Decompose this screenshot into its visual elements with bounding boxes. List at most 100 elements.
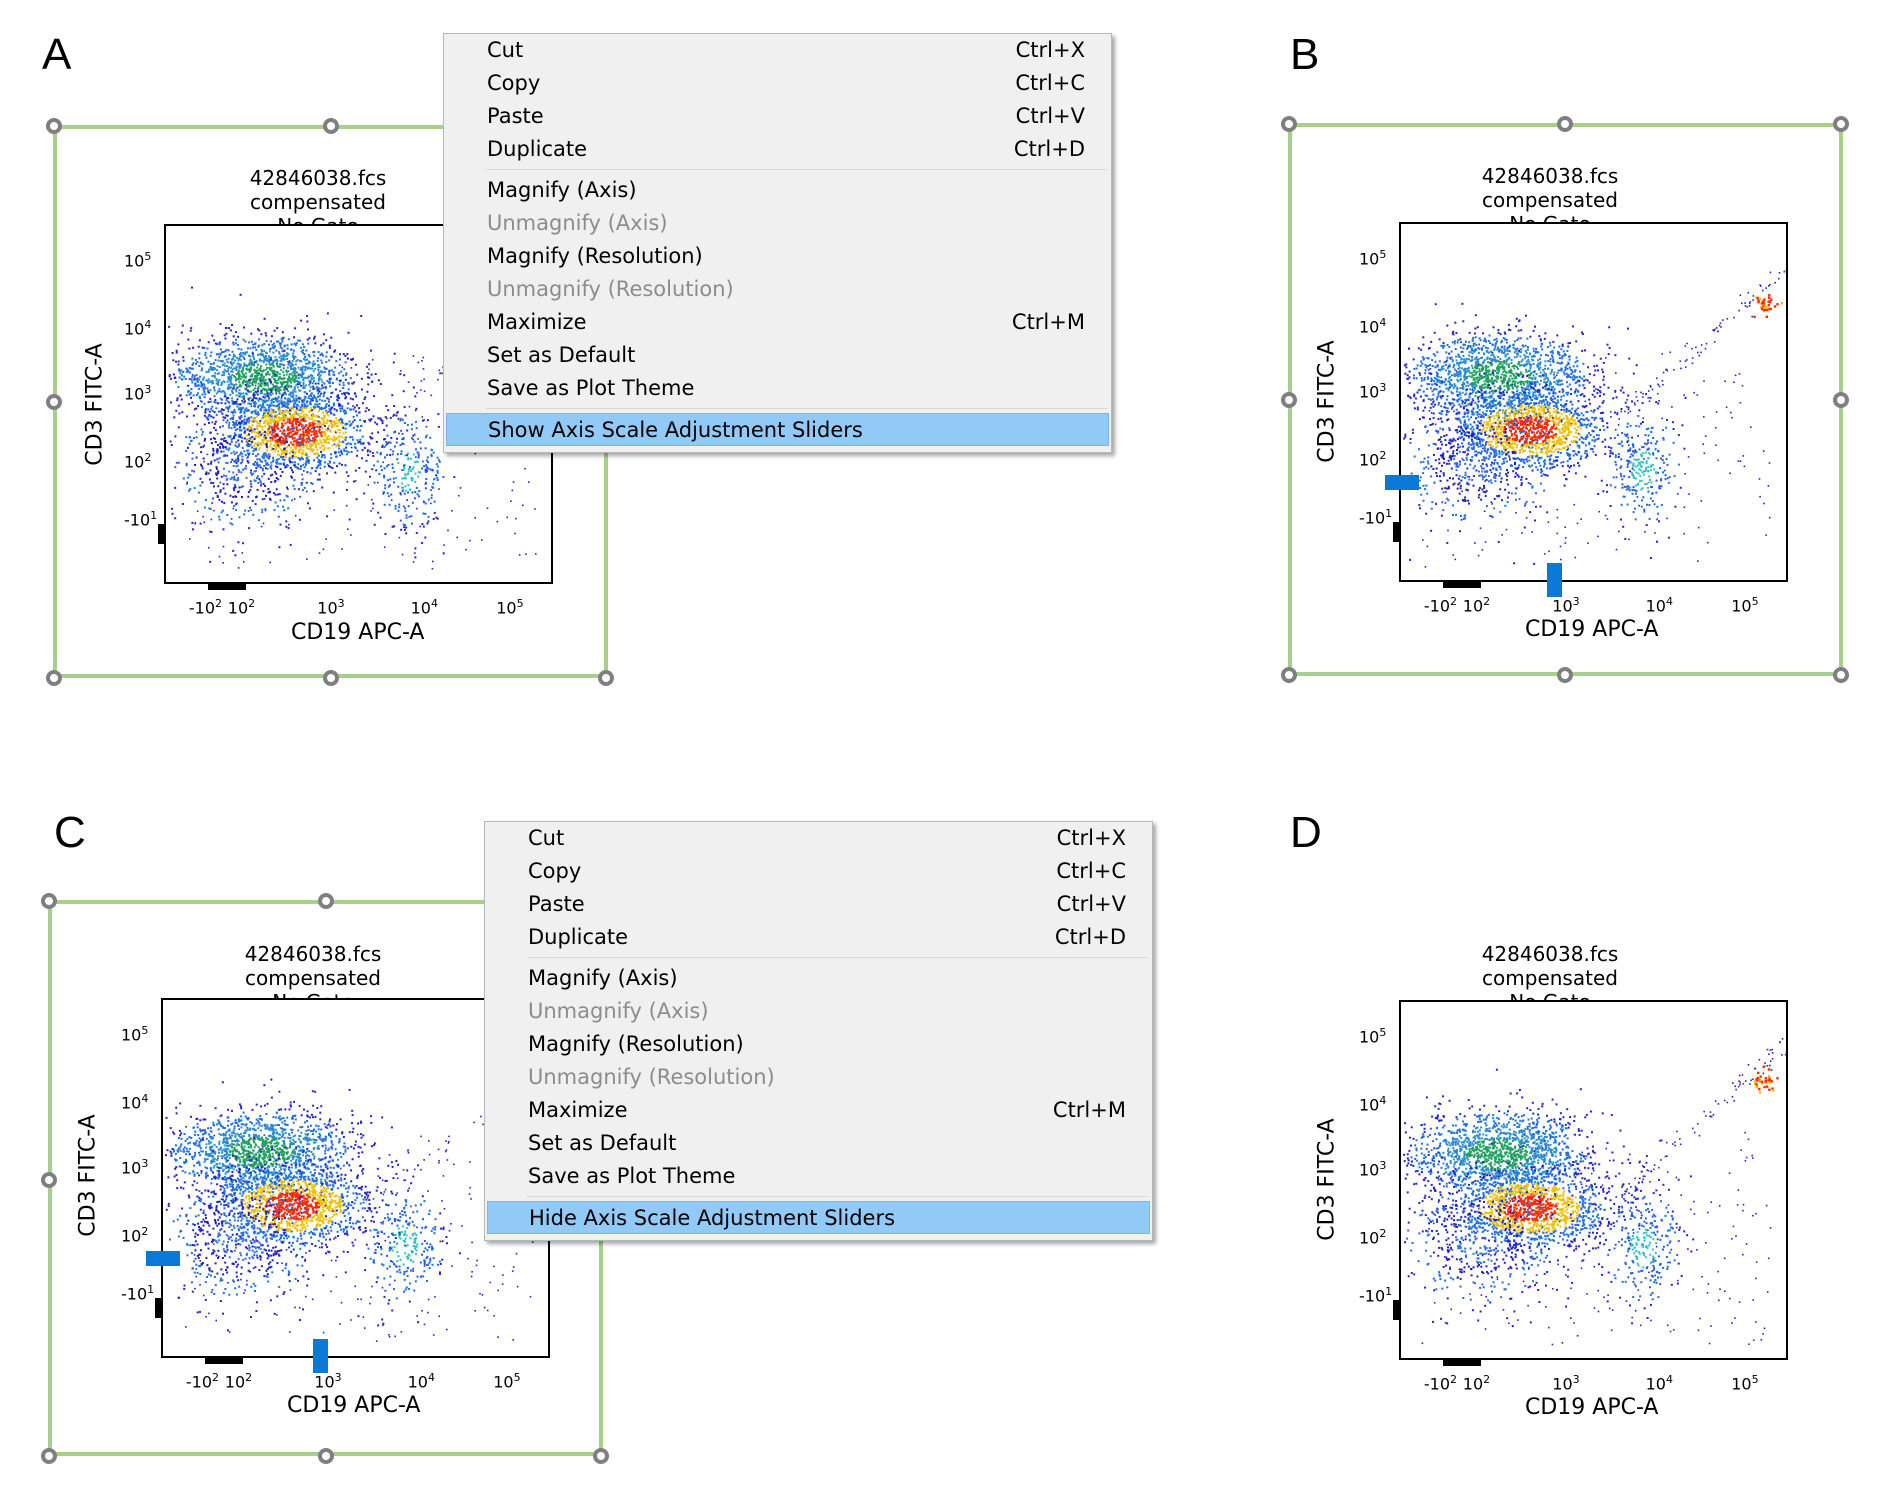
menu-item-label: Hide Axis Scale Adjustment Sliders (529, 1206, 896, 1230)
resize-handle-b-tl[interactable] (1281, 116, 1297, 132)
menu-item-unmagnify-axis[interactable]: Unmagnify (Axis) (444, 207, 1111, 240)
menu-item-magnify-resolution[interactable]: Magnify (Resolution) (485, 1028, 1152, 1061)
x-tick-label: -102 (1423, 595, 1458, 616)
x-axis-label: CD19 APC-A (1525, 617, 1659, 642)
resize-handle-c-tm[interactable] (318, 893, 334, 909)
x-tick-label: 104 (410, 597, 438, 618)
x-tick-label: 105 (493, 1371, 521, 1392)
x-tick-label: 102 (224, 1371, 253, 1392)
menu-item-paste[interactable]: Paste Ctrl+V (485, 888, 1152, 921)
resize-handle-c-bm[interactable] (318, 1448, 334, 1464)
x-tick-label: 105 (1731, 1373, 1759, 1394)
menu-item-set-as-default[interactable]: Set as Default (485, 1127, 1152, 1160)
menu-item-save-as-plot-theme[interactable]: Save as Plot Theme (444, 372, 1111, 405)
resize-handle-a-br[interactable] (598, 670, 614, 686)
x-axis-label: CD19 APC-A (291, 620, 425, 645)
resize-handle-c-tl[interactable] (41, 893, 57, 909)
menu-item-paste[interactable]: Paste Ctrl+V (444, 100, 1111, 133)
axis-zero-marker-y (155, 1298, 161, 1318)
y-tick-label: 105 (124, 249, 152, 271)
panel-letter-c: C (54, 808, 86, 857)
resize-handle-b-mr[interactable] (1833, 392, 1849, 408)
menu-item-copy[interactable]: Copy Ctrl+C (444, 67, 1111, 100)
axis-zero-marker-y (158, 524, 164, 544)
context-menu-a[interactable]: Cut Ctrl+X Copy Ctrl+C Paste Ctrl+V Duplicate C… (443, 33, 1112, 453)
menu-item-label: Maximize (487, 310, 587, 334)
x-tick-label: 102 (1462, 595, 1491, 616)
resize-handle-b-br[interactable] (1833, 667, 1849, 683)
panel-letter-b: B (1290, 30, 1320, 79)
x-tick-label: 103 (317, 597, 345, 618)
menu-item-save-as-plot-theme[interactable]: Save as Plot Theme (485, 1160, 1152, 1193)
menu-item-maximize[interactable]: Maximize Ctrl+M (485, 1094, 1152, 1127)
menu-item-label: Unmagnify (Resolution) (528, 1065, 775, 1089)
y-tick-label: 102 (124, 451, 152, 472)
x-axis-label: CD19 APC-A (287, 1393, 421, 1418)
menu-item-unmagnify-resolution[interactable]: Unmagnify (Resolution) (485, 1061, 1152, 1094)
menu-item-label: Duplicate (528, 925, 629, 949)
resize-handle-b-tm[interactable] (1557, 116, 1573, 132)
plot-area[interactable] (161, 998, 550, 1358)
y-axis-scale-slider[interactable] (1385, 475, 1419, 490)
menu-item-duplicate[interactable]: Duplicate Ctrl+D (444, 133, 1111, 166)
x-tick-label: 102 (1462, 1373, 1491, 1394)
resize-handle-b-tr[interactable] (1833, 116, 1849, 132)
menu-item-label: Duplicate (487, 137, 588, 161)
context-menu-c[interactable]: Cut Ctrl+X Copy Ctrl+C Paste Ctrl+V Duplicate C… (484, 821, 1153, 1241)
scatter-plot (1403, 1038, 1786, 1346)
resize-handle-b-bl[interactable] (1281, 667, 1297, 683)
y-axis-label: CD3 FITC-A (1314, 340, 1340, 463)
menu-item-label: Cut (487, 38, 524, 62)
menu-item-cut[interactable]: Cut Ctrl+X (485, 822, 1152, 855)
y-tick-label: 103 (121, 1157, 149, 1178)
menu-item-shortcut: Ctrl+X (1056, 826, 1126, 850)
x-tick-label: 102 (227, 597, 256, 618)
resize-handle-a-bl[interactable] (46, 670, 62, 686)
resize-handle-a-tl[interactable] (46, 118, 62, 134)
y-tick-label: -101 (124, 509, 158, 530)
menu-item-copy[interactable]: Copy Ctrl+C (485, 855, 1152, 888)
y-tick-label: 103 (124, 383, 152, 404)
panel-letter-d: D (1290, 808, 1322, 857)
resize-handle-c-ml[interactable] (41, 1172, 57, 1188)
menu-item-magnify-axis[interactable]: Magnify (Axis) (444, 174, 1111, 207)
menu-item-unmagnify-axis[interactable]: Unmagnify (Axis) (485, 995, 1152, 1028)
menu-item-maximize[interactable]: Maximize Ctrl+M (444, 306, 1111, 339)
y-tick-label: 105 (1359, 1025, 1387, 1047)
menu-item-magnify-axis[interactable]: Magnify (Axis) (485, 962, 1152, 995)
menu-item-magnify-resolution[interactable]: Magnify (Resolution) (444, 240, 1111, 273)
axis-zero-marker (1443, 1358, 1481, 1366)
menu-item-label: Unmagnify (Resolution) (487, 277, 734, 301)
x-tick-label: 104 (407, 1371, 435, 1392)
y-tick-label: 102 (1359, 1227, 1387, 1248)
menu-item-label: Copy (487, 71, 541, 95)
plot-area[interactable] (1399, 1000, 1788, 1360)
resize-handle-c-bl[interactable] (41, 1448, 57, 1464)
scatter-plot (1403, 269, 1786, 568)
resize-handle-b-bm[interactable] (1557, 667, 1573, 683)
menu-item-shortcut: Ctrl+C (1056, 859, 1126, 883)
menu-item-label: Magnify (Axis) (487, 178, 637, 202)
menu-item-unmagnify-resolution[interactable]: Unmagnify (Resolution) (444, 273, 1111, 306)
y-axis-scale-slider[interactable] (146, 1251, 180, 1266)
menu-item-duplicate[interactable]: Duplicate Ctrl+D (485, 921, 1152, 954)
plot-area[interactable] (1399, 222, 1788, 582)
y-tick-label: 104 (124, 318, 152, 339)
y-tick-label: -101 (1359, 1285, 1393, 1306)
menu-item-shortcut: Ctrl+C (1015, 71, 1085, 95)
resize-handle-c-br[interactable] (593, 1448, 609, 1464)
resize-handle-a-ml[interactable] (46, 394, 62, 410)
menu-item-shortcut: Ctrl+X (1015, 38, 1085, 62)
resize-handle-b-ml[interactable] (1281, 392, 1297, 408)
resize-handle-a-bm[interactable] (323, 670, 339, 686)
menu-item-cut[interactable]: Cut Ctrl+X (444, 34, 1111, 67)
menu-item-shortcut: Ctrl+M (1052, 1098, 1126, 1122)
menu-item-hide-axis-scale-adjustment-sliders[interactable]: Hide Axis Scale Adjustment Sliders (487, 1201, 1150, 1234)
x-axis-scale-slider[interactable] (313, 1339, 328, 1373)
menu-separator (527, 1196, 1148, 1197)
y-tick-label: 104 (1359, 316, 1387, 337)
resize-handle-a-tm[interactable] (323, 118, 339, 134)
menu-item-set-as-default[interactable]: Set as Default (444, 339, 1111, 372)
x-axis-scale-slider[interactable] (1547, 563, 1562, 597)
menu-item-show-axis-scale-adjustment-sliders[interactable]: Show Axis Scale Adjustment Sliders (446, 413, 1109, 446)
